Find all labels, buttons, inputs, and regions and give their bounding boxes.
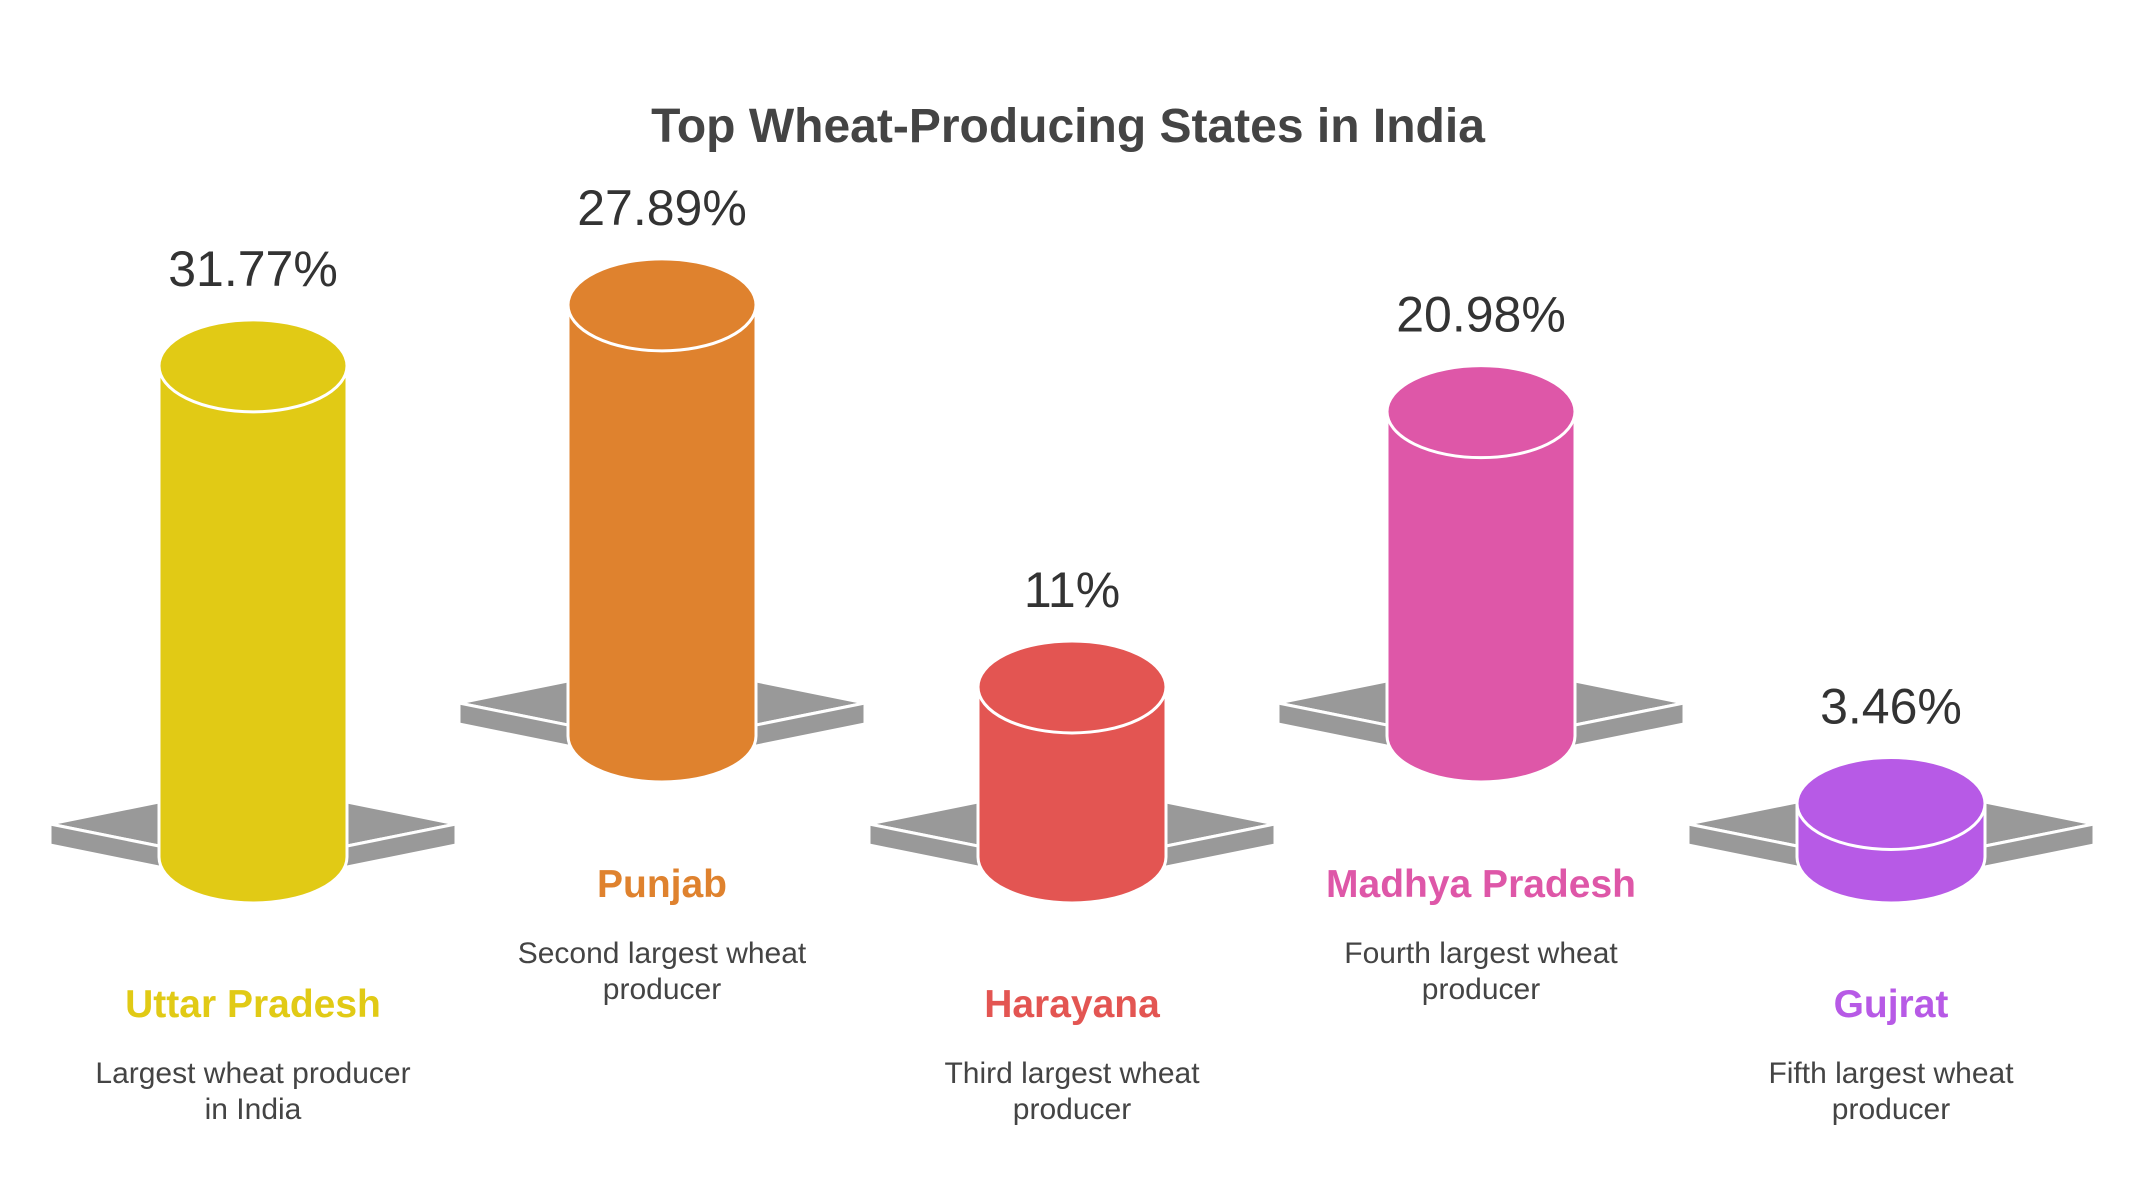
value-label-punjab: 27.89%: [577, 180, 747, 236]
state-description-punjab-line-2: producer: [603, 973, 721, 1006]
value-label-uttar-pradesh: 31.77%: [168, 241, 338, 297]
cylinder-body-uttar-pradesh: [157, 364, 349, 905]
cylinder-top-punjab: [566, 257, 758, 353]
bar-madhya-pradesh: 20.98% Madhya Pradesh Fourth largest wheat…: [1276, 287, 1686, 1006]
state-name-gujrat: Gujrat: [1834, 983, 1949, 1026]
state-description-uttar-pradesh-line-1: Largest wheat producer: [95, 1057, 410, 1090]
state-description-gujrat-line-1: Fifth largest wheat: [1768, 1057, 2014, 1090]
state-description-harayana-line-1: Third largest wheat: [944, 1057, 1200, 1090]
cylinder-top-madhya-pradesh: [1385, 364, 1577, 460]
chart-title: Top Wheat-Producing States in India: [651, 100, 1485, 153]
state-name-punjab: Punjab: [597, 863, 727, 906]
state-name-madhya-pradesh: Madhya Pradesh: [1326, 863, 1636, 906]
state-description-punjab-line-1: Second largest wheat: [518, 937, 807, 970]
state-description-harayana-line-2: producer: [1013, 1093, 1131, 1126]
state-description-gujrat-line-2: producer: [1832, 1093, 1950, 1126]
cylinder-top-harayana: [976, 639, 1168, 735]
state-name-harayana: Harayana: [984, 983, 1160, 1026]
value-label-gujrat: 3.46%: [1820, 679, 1962, 735]
cylinder-top-uttar-pradesh: [157, 318, 349, 414]
cylinder-body-madhya-pradesh: [1385, 410, 1577, 784]
cylinder-body-punjab: [566, 303, 758, 784]
cylinder-top-gujrat: [1795, 756, 1987, 852]
state-description-uttar-pradesh-line-2: in India: [205, 1093, 302, 1126]
state-description-madhya-pradesh-line-1: Fourth largest wheat: [1344, 937, 1618, 970]
bar-uttar-pradesh: 31.77% Uttar Pradesh Largest wheat produce…: [48, 241, 458, 1126]
cylinder-body-harayana: [976, 685, 1168, 905]
state-name-uttar-pradesh: Uttar Pradesh: [125, 983, 381, 1026]
bars-group: 31.77% Uttar Pradesh Largest wheat produce…: [48, 180, 2096, 1126]
value-label-madhya-pradesh: 20.98%: [1396, 287, 1566, 343]
state-description-madhya-pradesh-line-2: producer: [1422, 973, 1540, 1006]
value-label-harayana: 11%: [1024, 562, 1120, 618]
